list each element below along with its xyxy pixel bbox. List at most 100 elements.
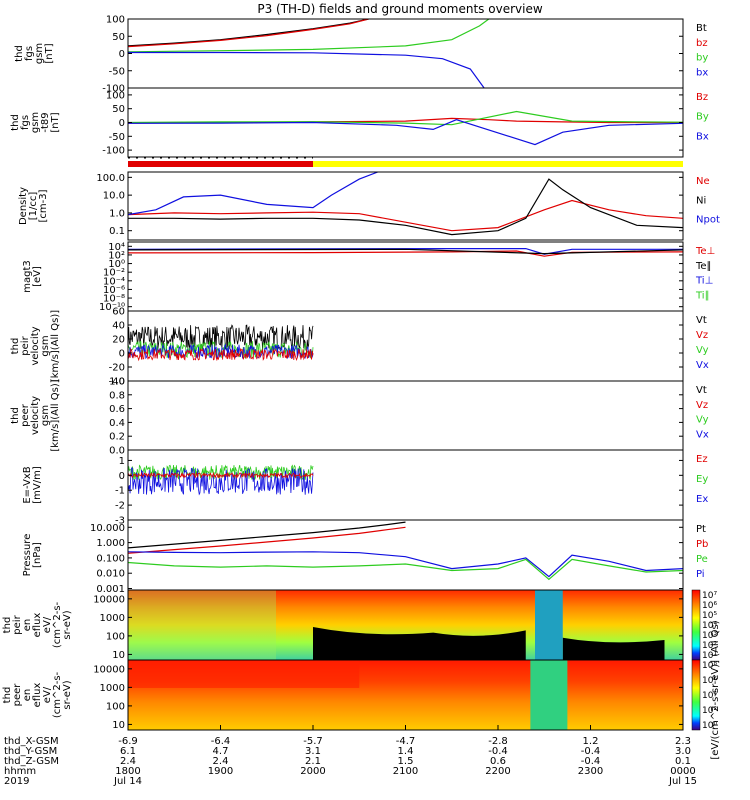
- legend-temp: Ti∥: [695, 290, 710, 301]
- ytick-label-efield: 0: [119, 471, 125, 482]
- ylabel-pressure: [nPa]: [32, 542, 43, 568]
- legend-peir: Vz: [696, 330, 708, 341]
- ytick-label-pressure: 0.010: [96, 569, 125, 580]
- ylabel-peer: velocity: [30, 396, 41, 435]
- ytick-label-temp: 10⁰: [108, 259, 125, 270]
- xaxis-value: 2300: [578, 766, 603, 777]
- series-pressure-Pb: [128, 526, 406, 554]
- ytick-label-fgs_t89: 0: [119, 118, 125, 129]
- xaxis-value: 0000: [670, 766, 695, 777]
- noise-efield-blue: [128, 467, 314, 496]
- ytick-label-peer: 1.0: [109, 377, 125, 388]
- ytick-label-fgs: -100: [102, 84, 125, 95]
- ytick-label-peer: 0.0: [109, 446, 125, 457]
- legend-temp: Te∥: [695, 261, 712, 272]
- xaxis-value: 1.4: [398, 746, 414, 757]
- panel-frame-pressure: [127, 519, 684, 591]
- legend-peer: Vt: [696, 385, 707, 396]
- legend-fgs_t89: By: [696, 112, 709, 123]
- ylabel-peir_spec: en: [22, 619, 33, 632]
- ytick-label-density: 10.0: [103, 191, 125, 202]
- spectrogram-layer: [128, 157, 701, 731]
- xaxis-value: 2.3: [675, 736, 691, 747]
- ytick-label-fgs: 0: [119, 49, 125, 60]
- ylabel-peer_spec: eflux: [32, 683, 43, 708]
- ytick-label-temp: 10⁻²: [103, 268, 125, 279]
- colorbar-label: [eV/(cm^2-s-sr-eV)] (All Qs): [710, 620, 721, 759]
- ytick-label-fgs_t89: 100: [106, 90, 125, 101]
- panel-frame-fgs: [127, 18, 684, 89]
- ytick-label-efield: -3: [115, 516, 125, 527]
- ylabel-peir_spec: eV/: [42, 616, 53, 633]
- ylabel-fgs_t89: fgs: [20, 115, 31, 130]
- ytick-label-density: 1.0: [109, 208, 125, 219]
- ytick-label-pressure: 1.000: [96, 538, 125, 549]
- ytick-label-fgs: 50: [112, 32, 125, 43]
- ytick-label-density: 100.0: [96, 173, 125, 184]
- ylabel-density: [cm-3]: [38, 189, 49, 222]
- ytick-label-peir_spec: 100: [106, 631, 125, 642]
- xaxis-row-label: hhmm: [4, 766, 36, 777]
- spectrogram-green-band: [128, 590, 276, 660]
- legend-peer: Vx: [696, 429, 709, 440]
- legend-efield: Ey: [696, 474, 708, 485]
- xaxis-value: -6.9: [118, 736, 138, 747]
- xaxis-value: -0.4: [488, 746, 508, 757]
- ytick-label-peir_spec: 10: [112, 650, 125, 661]
- xaxis-value: -2.8: [488, 736, 508, 747]
- ylabel-peer: peer: [20, 403, 31, 427]
- ytick-label-fgs: 100: [106, 15, 125, 26]
- legend-pressure: Pe: [696, 554, 708, 565]
- ytick-label-efield: 1: [119, 456, 125, 467]
- xaxis-value: 2.4: [120, 756, 136, 767]
- series-fgs_t89-By: [128, 110, 683, 126]
- ytick-label-temp: 10⁴: [108, 242, 125, 253]
- ytick-label-temp: 10²: [108, 250, 125, 261]
- xaxis-value: 3.1: [305, 746, 321, 757]
- ytick-label-peer: 0.8: [109, 390, 125, 401]
- spectrogram-hot-band: [128, 660, 360, 688]
- ytick-label-peir_spec: 1000: [100, 613, 125, 624]
- legend-fgs: bz: [696, 38, 708, 49]
- legend-efield: Ez: [696, 454, 708, 465]
- ylabel-density: [1/cc]: [28, 192, 39, 221]
- panel-frame-density: [127, 171, 684, 241]
- ylabel-peer_spec: eV/: [42, 686, 53, 703]
- ytick-label-peir: 20: [112, 335, 125, 346]
- spectrogram-dark-region: [313, 627, 526, 660]
- spectrogram-peer_spec: [128, 660, 683, 730]
- legend-temp: Ti⊥: [695, 276, 713, 287]
- xaxis-value: 2.4: [213, 756, 229, 767]
- ylabel-peir: gsm: [40, 335, 51, 356]
- ytick-label-temp: 10⁻⁴: [103, 276, 125, 287]
- legend-pressure: Pi: [696, 569, 705, 580]
- legend-pressure: Pb: [696, 539, 708, 550]
- legend-peir: Vy: [696, 345, 709, 356]
- spectrogram-peir_spec: [128, 590, 683, 660]
- panel-frame-peir: [127, 310, 684, 382]
- xaxis-value: 2.1: [305, 756, 321, 767]
- status-bar-yellow: [313, 161, 683, 167]
- ytick-label-peer_spec: 10: [112, 720, 125, 731]
- colorbar-tick-peir_spec: 10²: [702, 641, 717, 651]
- colorbar-tick-peer_spec: 10²: [702, 706, 717, 716]
- colorbar-tick-peer_spec: 10⁴: [702, 691, 717, 701]
- panel-frame-peer: [127, 380, 684, 451]
- ytick-label-peer: 0.6: [109, 404, 125, 415]
- ylabel-efield: [mV/m]: [32, 466, 43, 504]
- ylabel-peer: thd: [10, 407, 21, 424]
- ylabel-peir_spec: (cm^2-s-: [52, 601, 63, 648]
- series-temp-Ti: [128, 248, 683, 255]
- noise-peir-black: [128, 324, 314, 351]
- xaxis-value: 4.7: [213, 746, 229, 757]
- ylabel-peer_spec: peer: [12, 683, 23, 707]
- legend-efield: Ex: [696, 494, 708, 505]
- ylabel-efield: E=-VxB: [22, 466, 33, 503]
- ylabel-peer_spec: sr-eV): [62, 680, 73, 709]
- colorbar-tick-peir_spec: 10⁴: [702, 621, 717, 631]
- colorbar-tick-peer_spec: 10⁰: [702, 721, 717, 731]
- ytick-label-peir: -40: [109, 377, 125, 388]
- xaxis-value: 2000: [300, 766, 325, 777]
- colorbar-tick-peer_spec: 10⁸: [702, 661, 717, 671]
